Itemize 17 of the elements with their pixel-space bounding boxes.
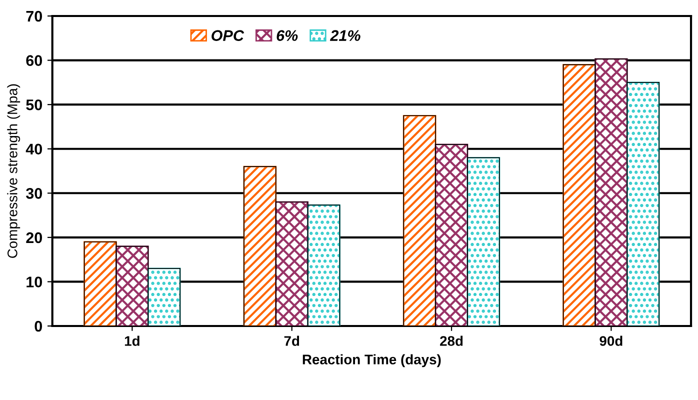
y-tick-label: 0 bbox=[34, 320, 42, 332]
legend-label: OPC bbox=[212, 30, 244, 41]
legend-label: 6% bbox=[276, 30, 298, 41]
x-tick-label: 1d bbox=[124, 336, 140, 346]
y-tick-label: 20 bbox=[26, 232, 42, 244]
y-tick-label: 60 bbox=[26, 55, 42, 66]
x-axis-title: Reaction Time (days) bbox=[302, 354, 441, 368]
x-tick-label: 28d bbox=[440, 336, 463, 346]
y-tick-label: 50 bbox=[26, 99, 42, 110]
y-tick-label: 30 bbox=[26, 188, 42, 199]
y-axis-title: Compressive strength (Mpa) bbox=[7, 84, 20, 258]
x-tick-label: 90d bbox=[600, 336, 622, 346]
legend-label: 21% bbox=[330, 30, 360, 41]
y-tick-label: 10 bbox=[26, 276, 42, 288]
x-tick-label: 7d bbox=[284, 336, 300, 346]
y-tick-label: 70 bbox=[26, 10, 42, 22]
y-tick-label: 40 bbox=[26, 144, 42, 155]
